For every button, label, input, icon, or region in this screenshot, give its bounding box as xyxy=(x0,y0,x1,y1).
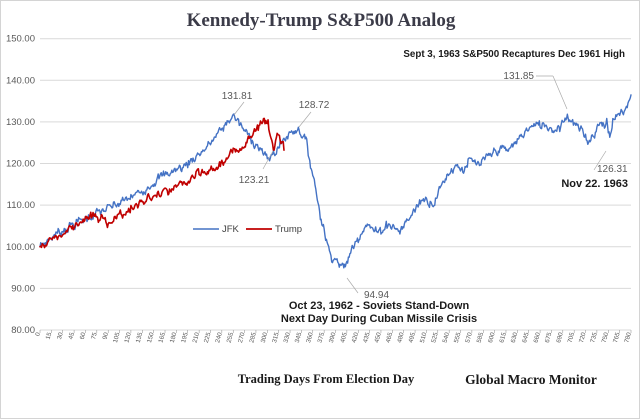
svg-text:585: 585 xyxy=(476,331,486,343)
svg-text:315: 315 xyxy=(271,331,281,343)
svg-text:165: 165 xyxy=(157,331,167,343)
svg-text:405: 405 xyxy=(339,331,349,343)
svg-text:135: 135 xyxy=(135,331,145,343)
svg-text:720: 720 xyxy=(578,331,588,343)
svg-text:465: 465 xyxy=(385,331,395,343)
svg-text:270: 270 xyxy=(237,331,247,343)
svg-text:555: 555 xyxy=(453,331,463,343)
svg-text:360: 360 xyxy=(305,331,315,343)
svg-text:Oct 23, 1962 - Soviets Stand: Oct 23, 1962 - Soviets Stand-Down xyxy=(289,300,470,312)
svg-text:765: 765 xyxy=(612,331,622,343)
svg-text:120.00: 120.00 xyxy=(6,159,35,170)
svg-text:130.00: 130.00 xyxy=(6,117,35,128)
svg-text:110.00: 110.00 xyxy=(7,200,35,211)
svg-text:375: 375 xyxy=(317,331,327,343)
svg-text:195: 195 xyxy=(180,331,190,343)
svg-text:630: 630 xyxy=(510,331,520,343)
svg-text:150: 150 xyxy=(146,331,156,343)
svg-text:300: 300 xyxy=(260,331,270,343)
svg-text:735: 735 xyxy=(589,331,599,343)
svg-text:660: 660 xyxy=(533,331,543,343)
svg-text:JFK: JFK xyxy=(222,224,240,235)
svg-text:450: 450 xyxy=(373,331,383,343)
svg-text:123.21: 123.21 xyxy=(239,175,270,186)
svg-text:126.31: 126.31 xyxy=(597,164,628,175)
svg-text:480: 480 xyxy=(396,331,406,343)
svg-text:225: 225 xyxy=(203,331,213,343)
svg-text:540: 540 xyxy=(442,331,452,343)
svg-text:780: 780 xyxy=(623,331,633,343)
svg-text:Sept 3, 1963 S&P500 Recapture: Sept 3, 1963 S&P500 Recaptures Dec 1961 … xyxy=(403,49,625,60)
svg-text:30: 30 xyxy=(56,331,65,340)
svg-text:420: 420 xyxy=(351,331,361,343)
svg-text:90: 90 xyxy=(102,331,111,340)
svg-text:675: 675 xyxy=(544,331,554,343)
svg-text:0: 0 xyxy=(34,331,42,337)
svg-text:435: 435 xyxy=(362,331,372,343)
svg-text:140.00: 140.00 xyxy=(6,75,35,86)
svg-text:60: 60 xyxy=(79,331,88,340)
svg-text:Trump: Trump xyxy=(275,224,302,235)
svg-text:100.00: 100.00 xyxy=(6,242,35,253)
svg-text:150.00: 150.00 xyxy=(6,34,35,45)
svg-text:255: 255 xyxy=(226,331,236,343)
svg-text:75: 75 xyxy=(90,331,99,340)
svg-text:240: 240 xyxy=(214,331,224,343)
svg-text:390: 390 xyxy=(328,331,338,343)
svg-text:705: 705 xyxy=(567,331,577,343)
svg-text:570: 570 xyxy=(464,331,474,343)
svg-text:495: 495 xyxy=(408,331,418,343)
svg-text:128.72: 128.72 xyxy=(299,100,330,111)
svg-text:690: 690 xyxy=(555,331,565,343)
svg-text:285: 285 xyxy=(248,331,258,343)
svg-text:15: 15 xyxy=(45,331,54,340)
svg-text:750: 750 xyxy=(601,331,611,343)
svg-text:Next Day During Cuban Missile: Next Day During Cuban Missile Crisis xyxy=(281,313,477,325)
svg-text:131.81: 131.81 xyxy=(222,91,253,102)
svg-text:45: 45 xyxy=(67,331,76,340)
svg-text:510: 510 xyxy=(419,331,429,343)
svg-text:120: 120 xyxy=(123,331,133,343)
svg-text:180: 180 xyxy=(169,331,179,343)
svg-text:210: 210 xyxy=(192,331,202,343)
svg-text:Nov 22. 1963: Nov 22. 1963 xyxy=(561,178,628,190)
svg-text:600: 600 xyxy=(487,331,497,343)
svg-text:525: 525 xyxy=(430,331,440,343)
svg-text:90.00: 90.00 xyxy=(11,283,35,294)
svg-text:80.00: 80.00 xyxy=(11,325,35,336)
svg-text:345: 345 xyxy=(294,331,304,343)
svg-text:105: 105 xyxy=(112,331,122,343)
svg-text:645: 645 xyxy=(521,331,531,343)
svg-text:615: 615 xyxy=(498,331,508,343)
svg-text:330: 330 xyxy=(282,331,292,343)
svg-text:131.85: 131.85 xyxy=(503,71,534,82)
